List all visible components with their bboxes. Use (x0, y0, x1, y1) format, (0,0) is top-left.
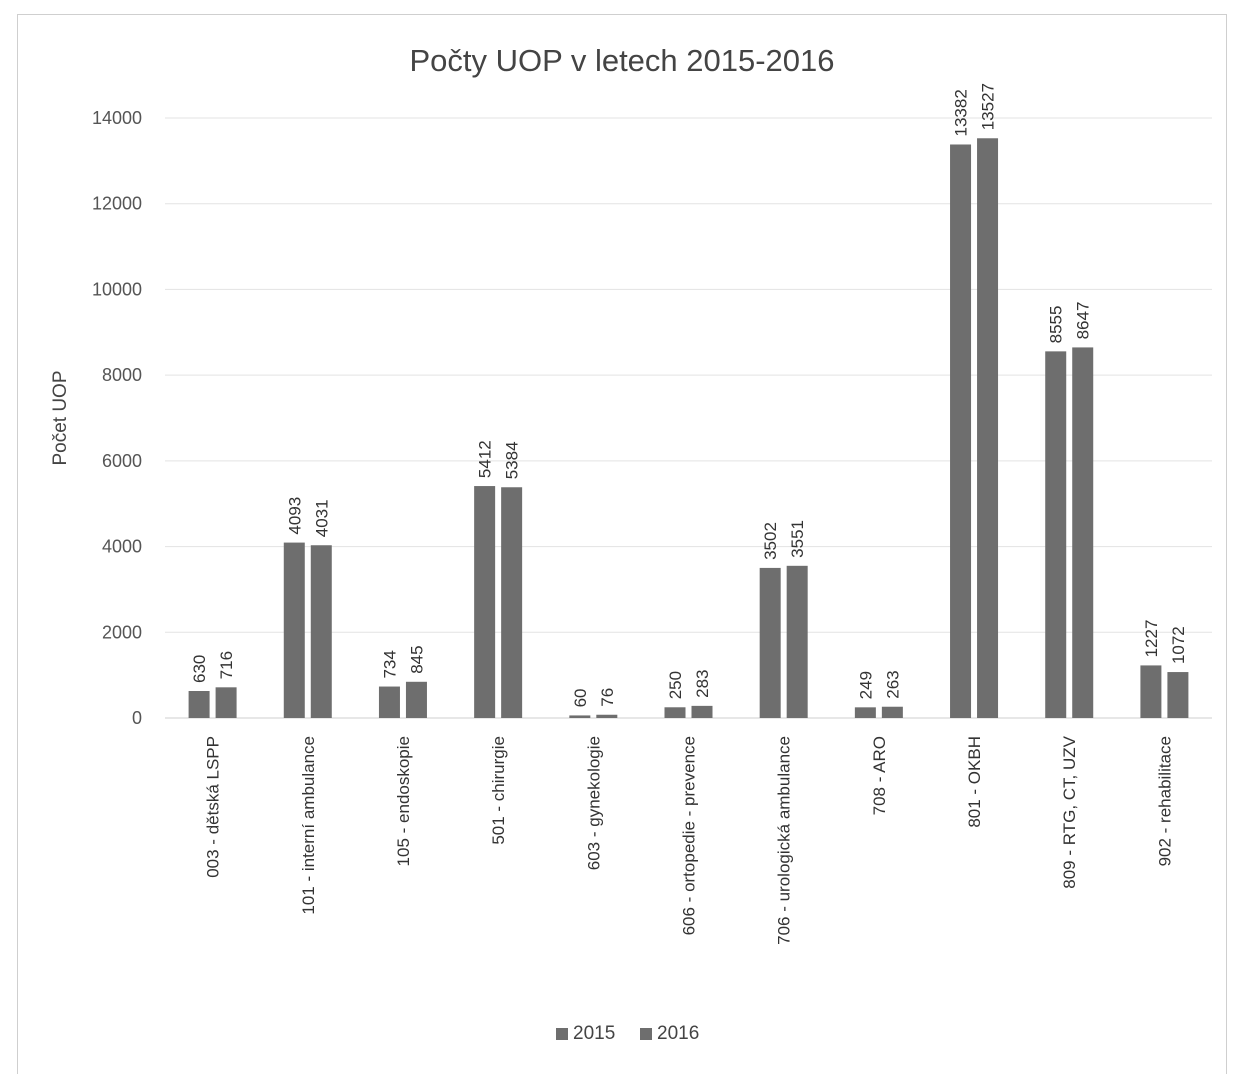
data-label: 1227 (1142, 620, 1161, 658)
x-tick-label: 603 - gynekologie (584, 736, 603, 870)
legend: 2015 2016 (556, 1023, 699, 1044)
data-label: 283 (693, 669, 712, 697)
legend-swatch (640, 1028, 652, 1040)
y-tick-label: 4000 (102, 537, 142, 557)
chart-title: Počty UOP v letech 2015-2016 (409, 43, 834, 78)
data-label: 4093 (285, 497, 304, 535)
data-label: 5384 (503, 441, 522, 479)
x-tick-label: 105 - endoskopie (394, 736, 413, 866)
y-tick-label: 10000 (92, 279, 142, 299)
bar-2016 (406, 682, 427, 718)
bar-2016 (596, 715, 617, 718)
data-label: 249 (856, 671, 875, 699)
data-label: 3502 (761, 522, 780, 560)
bar-2016 (1167, 672, 1188, 718)
data-label: 250 (666, 671, 685, 699)
x-tick-label: 801 - OKBH (965, 736, 984, 828)
bar-2016 (501, 487, 522, 718)
data-label: 8647 (1074, 302, 1093, 340)
y-tick-label: 8000 (102, 365, 142, 385)
x-axis-categories: 003 - dětská LSPP 101 - interní ambulance… (204, 735, 1175, 945)
bar-2016 (692, 706, 713, 718)
y-axis-label: Počet UOP (50, 370, 71, 465)
data-label: 734 (380, 650, 399, 678)
data-label: 4031 (312, 499, 331, 537)
bar-2015 (284, 543, 305, 718)
legend-label: 2016 (657, 1023, 699, 1044)
x-tick-label: 101 - interní ambulance (299, 736, 318, 915)
x-tick-label: 606 - ortopedie - prevence (680, 736, 699, 935)
bar-2015 (950, 144, 971, 718)
x-tick-label: 706 - urologická ambulance (775, 736, 794, 945)
y-tick-label: 2000 (102, 622, 142, 642)
bar-2015 (760, 568, 781, 718)
data-label: 263 (883, 670, 902, 698)
data-labels: 630 716 4093 4031 734 845 5412 5384 60 76 250 283 35… (190, 83, 1188, 707)
data-label: 76 (598, 688, 617, 707)
x-tick-label: 003 - dětská LSPP (204, 736, 223, 878)
bar-2016 (787, 566, 808, 718)
legend-label: 2015 (573, 1023, 615, 1044)
x-tick-label: 708 - ARO (870, 736, 889, 815)
bar-2015 (665, 707, 686, 718)
bar-2015 (474, 486, 495, 718)
data-label: 13527 (979, 83, 998, 130)
x-tick-label: 809 - RTG, CT, UZV (1060, 735, 1079, 888)
bar-2015 (855, 707, 876, 718)
data-label: 5412 (476, 440, 495, 478)
bar-2015 (1140, 665, 1161, 718)
y-tick-label: 6000 (102, 451, 142, 471)
y-tick-label: 14000 (92, 108, 142, 128)
data-label: 716 (217, 651, 236, 679)
bar-2016 (216, 687, 237, 718)
data-label: 8555 (1047, 306, 1066, 344)
bar-2015 (569, 715, 590, 718)
bar-2016 (882, 707, 903, 718)
x-tick-label: 902 - rehabilitace (1155, 736, 1174, 866)
y-tick-label: 0 (132, 708, 142, 728)
data-label: 13382 (952, 89, 971, 136)
bar-2015 (1045, 351, 1066, 718)
data-label: 845 (407, 645, 426, 673)
x-tick-label: 501 - chirurgie (489, 736, 508, 845)
y-axis-ticks: 0 2000 4000 6000 8000 10000 12000 14000 (92, 108, 142, 728)
data-label: 630 (190, 655, 209, 683)
bar-2015 (189, 691, 210, 718)
y-tick-label: 12000 (92, 194, 142, 214)
legend-swatch (556, 1028, 568, 1040)
bar-2016 (1072, 347, 1093, 718)
bars (189, 138, 1189, 718)
data-label: 3551 (788, 520, 807, 558)
bar-2016 (977, 138, 998, 718)
data-label: 60 (571, 689, 590, 708)
bar-2016 (311, 545, 332, 718)
data-label: 1072 (1169, 626, 1188, 664)
bar-2015 (379, 687, 400, 718)
